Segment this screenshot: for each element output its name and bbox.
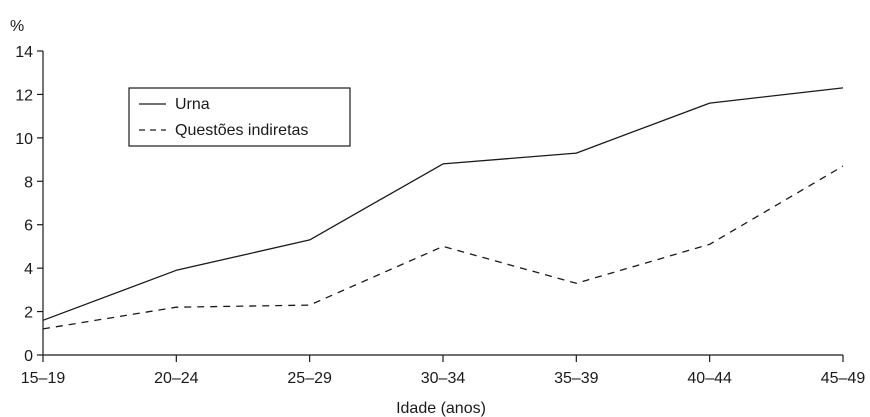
legend: Urna Questões indiretas — [128, 87, 351, 147]
legend-box — [128, 87, 351, 147]
x-tick-label: 30–34 — [421, 370, 466, 387]
y-tick-label: 12 — [15, 87, 33, 104]
y-tick-label: 10 — [15, 131, 33, 148]
y-tick-label: 8 — [24, 174, 33, 191]
x-axis: 15–19 20–24 25–29 30–34 35–39 40–44 45–49 — [21, 354, 866, 387]
y-tick-label: 2 — [24, 305, 33, 322]
y-tick-label: 0 — [24, 348, 33, 365]
legend-label-urna: Urna — [175, 96, 210, 113]
y-tick-label: 4 — [24, 261, 33, 278]
x-tick-label: 40–44 — [687, 370, 732, 387]
x-tick-label: 15–19 — [21, 370, 66, 387]
y-tick-label: 14 — [15, 44, 33, 61]
legend-label-questoes-indiretas: Questões indiretas — [175, 122, 308, 139]
x-axis-title: Idade (anos) — [396, 400, 486, 417]
series-line-questoes-indiretas — [42, 165, 844, 330]
series-line-urna — [42, 87, 844, 321]
x-tick-label: 45–49 — [821, 370, 866, 387]
x-tick-label: 25–29 — [287, 370, 332, 387]
series-layer — [42, 87, 844, 330]
x-tick-label: 35–39 — [554, 370, 599, 387]
y-axis-title: % — [10, 18, 24, 35]
x-tick-label: 20–24 — [154, 370, 199, 387]
y-tick-label: 6 — [24, 218, 33, 235]
y-axis: 0 2 4 6 8 10 12 14 — [15, 44, 44, 365]
